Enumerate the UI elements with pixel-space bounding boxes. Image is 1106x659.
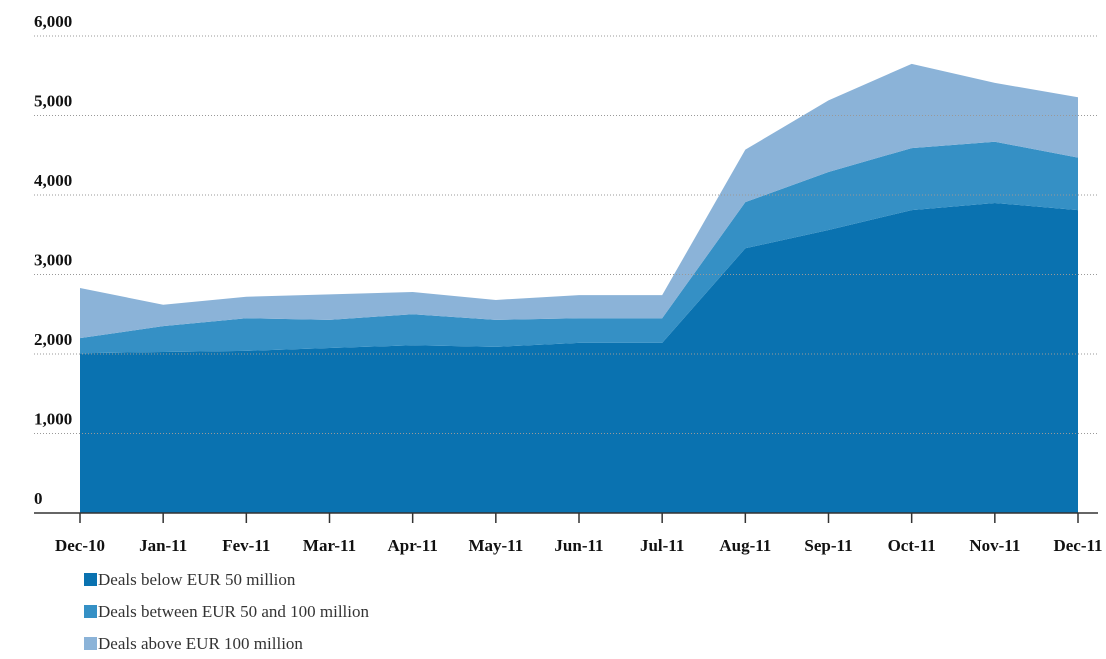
x-tick-label: Dec-10 bbox=[55, 536, 105, 555]
area bbox=[80, 141, 1078, 354]
legend-label: Deals above EUR 100 million bbox=[98, 634, 303, 653]
y-tick-label: 4,000 bbox=[34, 171, 72, 190]
legend-swatch bbox=[84, 573, 97, 586]
y-tick-label: 5,000 bbox=[34, 92, 72, 111]
x-tick-label: May-11 bbox=[468, 536, 523, 555]
legend-label: Deals below EUR 50 million bbox=[98, 570, 296, 589]
x-tick-label: Aug-11 bbox=[719, 536, 771, 555]
y-tick-label: 3,000 bbox=[34, 251, 72, 270]
x-tick-label: Dec-11 bbox=[1053, 536, 1102, 555]
x-tick-label: Mar-11 bbox=[303, 536, 356, 555]
x-tick-label: Jan-11 bbox=[139, 536, 187, 555]
legend-label: Deals between EUR 50 and 100 million bbox=[98, 602, 370, 621]
y-tick-label: 2,000 bbox=[34, 330, 72, 349]
x-tick-label: Jun-11 bbox=[554, 536, 603, 555]
x-tick-label: Apr-11 bbox=[387, 536, 437, 555]
y-tick-label: 0 bbox=[34, 489, 43, 508]
y-tick-label: 1,000 bbox=[34, 410, 72, 429]
x-tick-label: Nov-11 bbox=[969, 536, 1020, 555]
x-tick-label: Sep-11 bbox=[804, 536, 852, 555]
x-tick-label: Fev-11 bbox=[222, 536, 270, 555]
legend-swatch bbox=[84, 637, 97, 650]
legend-swatch bbox=[84, 605, 97, 618]
y-tick-label: 6,000 bbox=[34, 12, 72, 31]
area bbox=[80, 202, 1078, 513]
area bbox=[80, 63, 1078, 339]
x-tick-label: Oct-11 bbox=[888, 536, 936, 555]
x-tick-label: Jul-11 bbox=[640, 536, 684, 555]
